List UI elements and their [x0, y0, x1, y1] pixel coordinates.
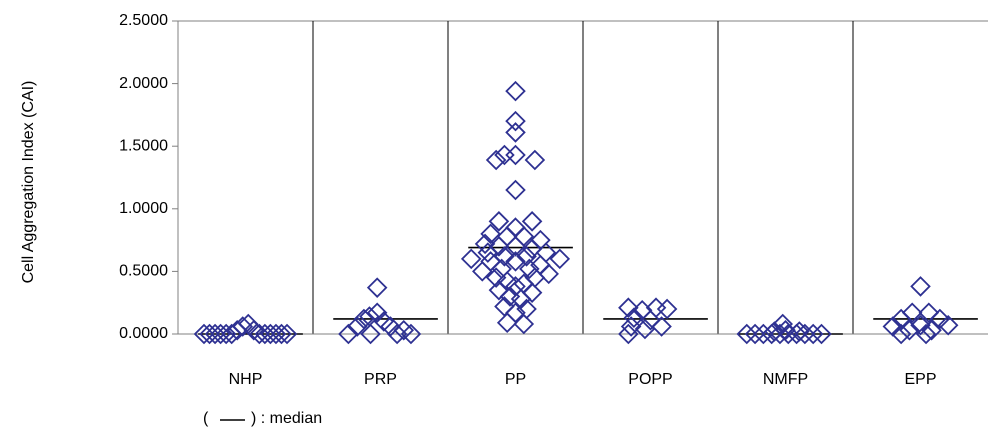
x-category-label: EPP: [904, 371, 936, 388]
data-point-pp: [477, 242, 499, 263]
data-point-pp: [505, 217, 526, 238]
data-point-prp: [353, 308, 375, 330]
data-point-nhp: [215, 323, 237, 345]
data-point-pp: [505, 122, 526, 143]
data-point-pp: [510, 288, 532, 310]
data-point-pp: [480, 223, 501, 245]
data-point-pp: [505, 144, 526, 166]
x-category-label: NMFP: [763, 371, 808, 388]
data-point-prp: [359, 306, 380, 327]
data-point-prp: [346, 316, 368, 337]
data-point-prp: [366, 277, 388, 298]
data-point-nhp: [232, 316, 254, 337]
data-point-popp: [656, 298, 678, 320]
data-point-popp: [634, 318, 656, 340]
data-point-nmfp: [794, 323, 816, 345]
data-point-nhp: [271, 323, 292, 345]
data-point-pp: [472, 261, 493, 282]
x-category-label: POPP: [628, 371, 672, 388]
data-point-pp: [488, 211, 510, 232]
points-layer: [193, 80, 959, 345]
data-point-popp: [620, 316, 642, 337]
data-point-pp: [488, 279, 510, 301]
x-category-label: PRP: [364, 371, 397, 388]
data-point-epp: [918, 302, 940, 323]
y-tick-label: 0.5000: [119, 263, 168, 280]
y-tick-label: 1.0000: [119, 200, 168, 217]
data-point-popp: [623, 307, 645, 328]
data-point-pp: [516, 246, 537, 267]
data-point-popp: [618, 323, 639, 345]
x-category-label: PP: [505, 371, 526, 388]
data-point-epp: [890, 323, 912, 345]
data-point-pp: [505, 110, 526, 132]
data-point-pp: [485, 149, 507, 171]
data-point-epp: [915, 323, 937, 345]
labels-layer: 0.0000 0.5000 1.0000 1.5000 2.0000 2.5000 NHP P…: [119, 12, 936, 388]
data-point-pp: [496, 312, 518, 334]
data-point-prp: [338, 323, 359, 345]
median-legend-note: ( ) : median: [203, 410, 322, 427]
data-point-nmfp: [744, 323, 766, 345]
data-point-pp: [488, 236, 510, 257]
axis-layer: [172, 20, 988, 335]
data-point-popp: [640, 309, 661, 331]
data-point-pp: [505, 251, 526, 272]
y-axis-title: Cell Aggregation Index (CAI): [20, 81, 37, 284]
data-point-nmfp: [736, 323, 758, 345]
data-point-pp: [521, 238, 543, 260]
median-layer: [198, 246, 978, 335]
data-point-epp: [901, 302, 923, 323]
data-point-epp: [910, 314, 931, 336]
y-tick-label: 1.5000: [119, 137, 168, 154]
data-point-pp: [524, 149, 546, 171]
y-tick-label: 0.0000: [119, 325, 168, 342]
data-point-pp: [505, 236, 526, 257]
data-point-pp: [519, 258, 540, 280]
data-point-prp: [400, 323, 422, 345]
data-point-pp: [513, 313, 535, 335]
data-point-nmfp: [811, 323, 832, 345]
data-point-epp: [937, 314, 959, 336]
data-point-nhp: [276, 323, 298, 345]
data-point-popp: [651, 316, 672, 337]
data-point-pp: [474, 233, 496, 255]
data-point-nmfp: [789, 321, 810, 342]
data-point-prp: [386, 323, 408, 345]
data-point-epp: [929, 308, 951, 330]
data-point-epp: [921, 319, 942, 341]
data-point-pp: [505, 179, 526, 201]
data-point-pp: [499, 286, 521, 307]
data-point-pp: [494, 246, 515, 267]
data-point-pp: [496, 226, 518, 247]
data-point-nhp: [243, 319, 265, 341]
median-note-prefix: (: [203, 410, 209, 427]
y-tick-label: 2.5000: [119, 12, 168, 29]
median-note-suffix: ) : median: [251, 410, 322, 427]
data-point-pp: [549, 248, 571, 270]
data-point-nmfp: [753, 323, 774, 345]
data-point-pp: [530, 229, 551, 251]
grid-layer: [178, 20, 988, 334]
data-point-nmfp: [764, 321, 785, 342]
data-point-pp: [505, 80, 526, 102]
data-point-pp: [485, 267, 507, 288]
data-point-prp: [360, 323, 381, 345]
data-point-pp: [521, 211, 543, 232]
data-point-popp: [618, 297, 639, 318]
x-category-label: NHP: [229, 371, 263, 388]
y-tick-label: 2.0000: [119, 75, 168, 92]
data-point-pp: [538, 263, 559, 285]
data-point-epp: [910, 276, 931, 297]
data-point-pp: [460, 248, 482, 270]
data-point-pp: [521, 282, 543, 303]
